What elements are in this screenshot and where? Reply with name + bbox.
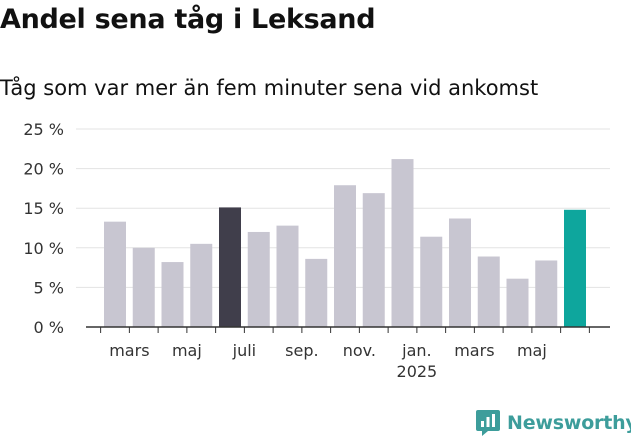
bar-chart: 0 % 5 % 10 % 15 % 20 % 25 % mars maj juli sep. nov… xyxy=(23,120,610,381)
y-tick-label: 10 % xyxy=(23,239,64,258)
brand-logo: Newsworthy xyxy=(475,408,631,438)
bar xyxy=(276,225,299,327)
chart-title: Andel sena tåg i Leksand xyxy=(0,4,376,35)
bar xyxy=(305,258,328,327)
y-tick-label: 25 % xyxy=(23,120,64,139)
bar xyxy=(247,231,270,327)
x-tick-label: maj xyxy=(517,341,547,360)
bar xyxy=(190,243,213,327)
brand-name: Newsworthy xyxy=(507,412,631,434)
bar xyxy=(420,236,443,327)
x-tick-label: sep. xyxy=(285,341,318,360)
y-tick-label: 15 % xyxy=(23,199,64,218)
x-tick-label: nov. xyxy=(343,341,376,360)
x-tick-label: maj xyxy=(172,341,202,360)
x-tick-label: mars xyxy=(454,341,494,360)
bar xyxy=(506,278,529,327)
x-tick-label: juli xyxy=(232,341,256,360)
bar xyxy=(132,247,155,327)
chart-subtitle: Tåg som var mer än fem minuter sena vid … xyxy=(0,76,539,100)
bar xyxy=(477,256,500,327)
bar xyxy=(104,221,126,327)
bar xyxy=(334,185,356,327)
bar xyxy=(219,207,241,327)
bar xyxy=(535,260,558,327)
bar xyxy=(161,262,184,327)
y-tick-label: 0 % xyxy=(34,318,64,337)
y-tick-label: 20 % xyxy=(23,160,64,179)
y-tick-label: 5 % xyxy=(34,278,64,297)
newsworthy-logo-icon xyxy=(476,410,500,436)
x-tick-label: jan. xyxy=(401,341,431,360)
bar xyxy=(564,209,586,327)
bar xyxy=(449,218,471,327)
bar xyxy=(391,159,414,327)
x-tick-sublabel: 2025 xyxy=(397,362,438,381)
bar xyxy=(362,193,385,327)
x-tick-label: mars xyxy=(109,341,149,360)
